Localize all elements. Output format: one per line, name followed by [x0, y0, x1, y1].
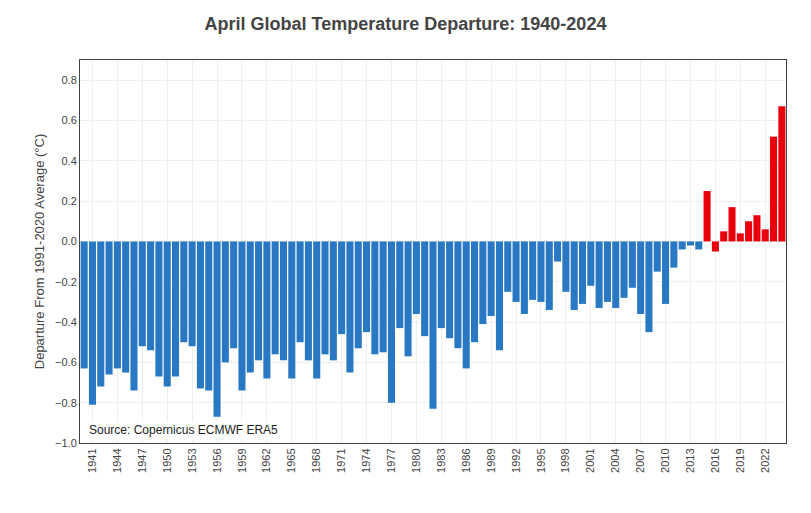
svg-text:−0.4: −0.4: [55, 316, 77, 328]
svg-text:Departure From 1991-2020 Avera: Departure From 1991-2020 Average (°C): [32, 134, 47, 369]
svg-text:April Global Temperature Depar: April Global Temperature Departure: 1940…: [205, 14, 607, 34]
svg-text:1968: 1968: [310, 448, 322, 472]
svg-text:1986: 1986: [460, 448, 472, 472]
svg-text:2001: 2001: [584, 448, 596, 472]
svg-text:1998: 1998: [559, 448, 571, 472]
svg-text:1950: 1950: [161, 448, 173, 472]
svg-text:1980: 1980: [410, 448, 422, 472]
svg-text:1956: 1956: [211, 448, 223, 472]
svg-text:1992: 1992: [510, 448, 522, 472]
svg-text:1962: 1962: [260, 448, 272, 472]
svg-text:2013: 2013: [684, 448, 696, 472]
svg-text:Source: Copernicus ECMWF ERA5: Source: Copernicus ECMWF ERA5: [89, 423, 278, 437]
svg-text:2016: 2016: [709, 448, 721, 472]
svg-text:0.8: 0.8: [62, 74, 77, 86]
svg-text:2022: 2022: [759, 448, 771, 472]
svg-text:−0.6: −0.6: [55, 356, 77, 368]
svg-text:0.4: 0.4: [62, 155, 77, 167]
svg-text:0.2: 0.2: [62, 195, 77, 207]
svg-text:1983: 1983: [435, 448, 447, 472]
svg-text:1947: 1947: [136, 448, 148, 472]
svg-text:2004: 2004: [609, 448, 621, 472]
svg-text:0.0: 0.0: [62, 235, 77, 247]
svg-text:1953: 1953: [186, 448, 198, 472]
svg-text:1959: 1959: [236, 448, 248, 472]
svg-text:1995: 1995: [535, 448, 547, 472]
svg-text:1989: 1989: [485, 448, 497, 472]
svg-text:1974: 1974: [360, 448, 372, 472]
svg-text:−1.0: −1.0: [55, 437, 77, 449]
svg-text:1965: 1965: [285, 448, 297, 472]
svg-text:0.6: 0.6: [62, 114, 77, 126]
svg-text:1971: 1971: [335, 448, 347, 472]
svg-text:2007: 2007: [634, 448, 646, 472]
svg-text:1941: 1941: [86, 448, 98, 472]
svg-text:1944: 1944: [111, 448, 123, 472]
svg-text:2010: 2010: [659, 448, 671, 472]
svg-text:−0.8: −0.8: [55, 397, 77, 409]
svg-text:−0.2: −0.2: [55, 276, 77, 288]
svg-text:2019: 2019: [734, 448, 746, 472]
svg-text:1977: 1977: [385, 448, 397, 472]
